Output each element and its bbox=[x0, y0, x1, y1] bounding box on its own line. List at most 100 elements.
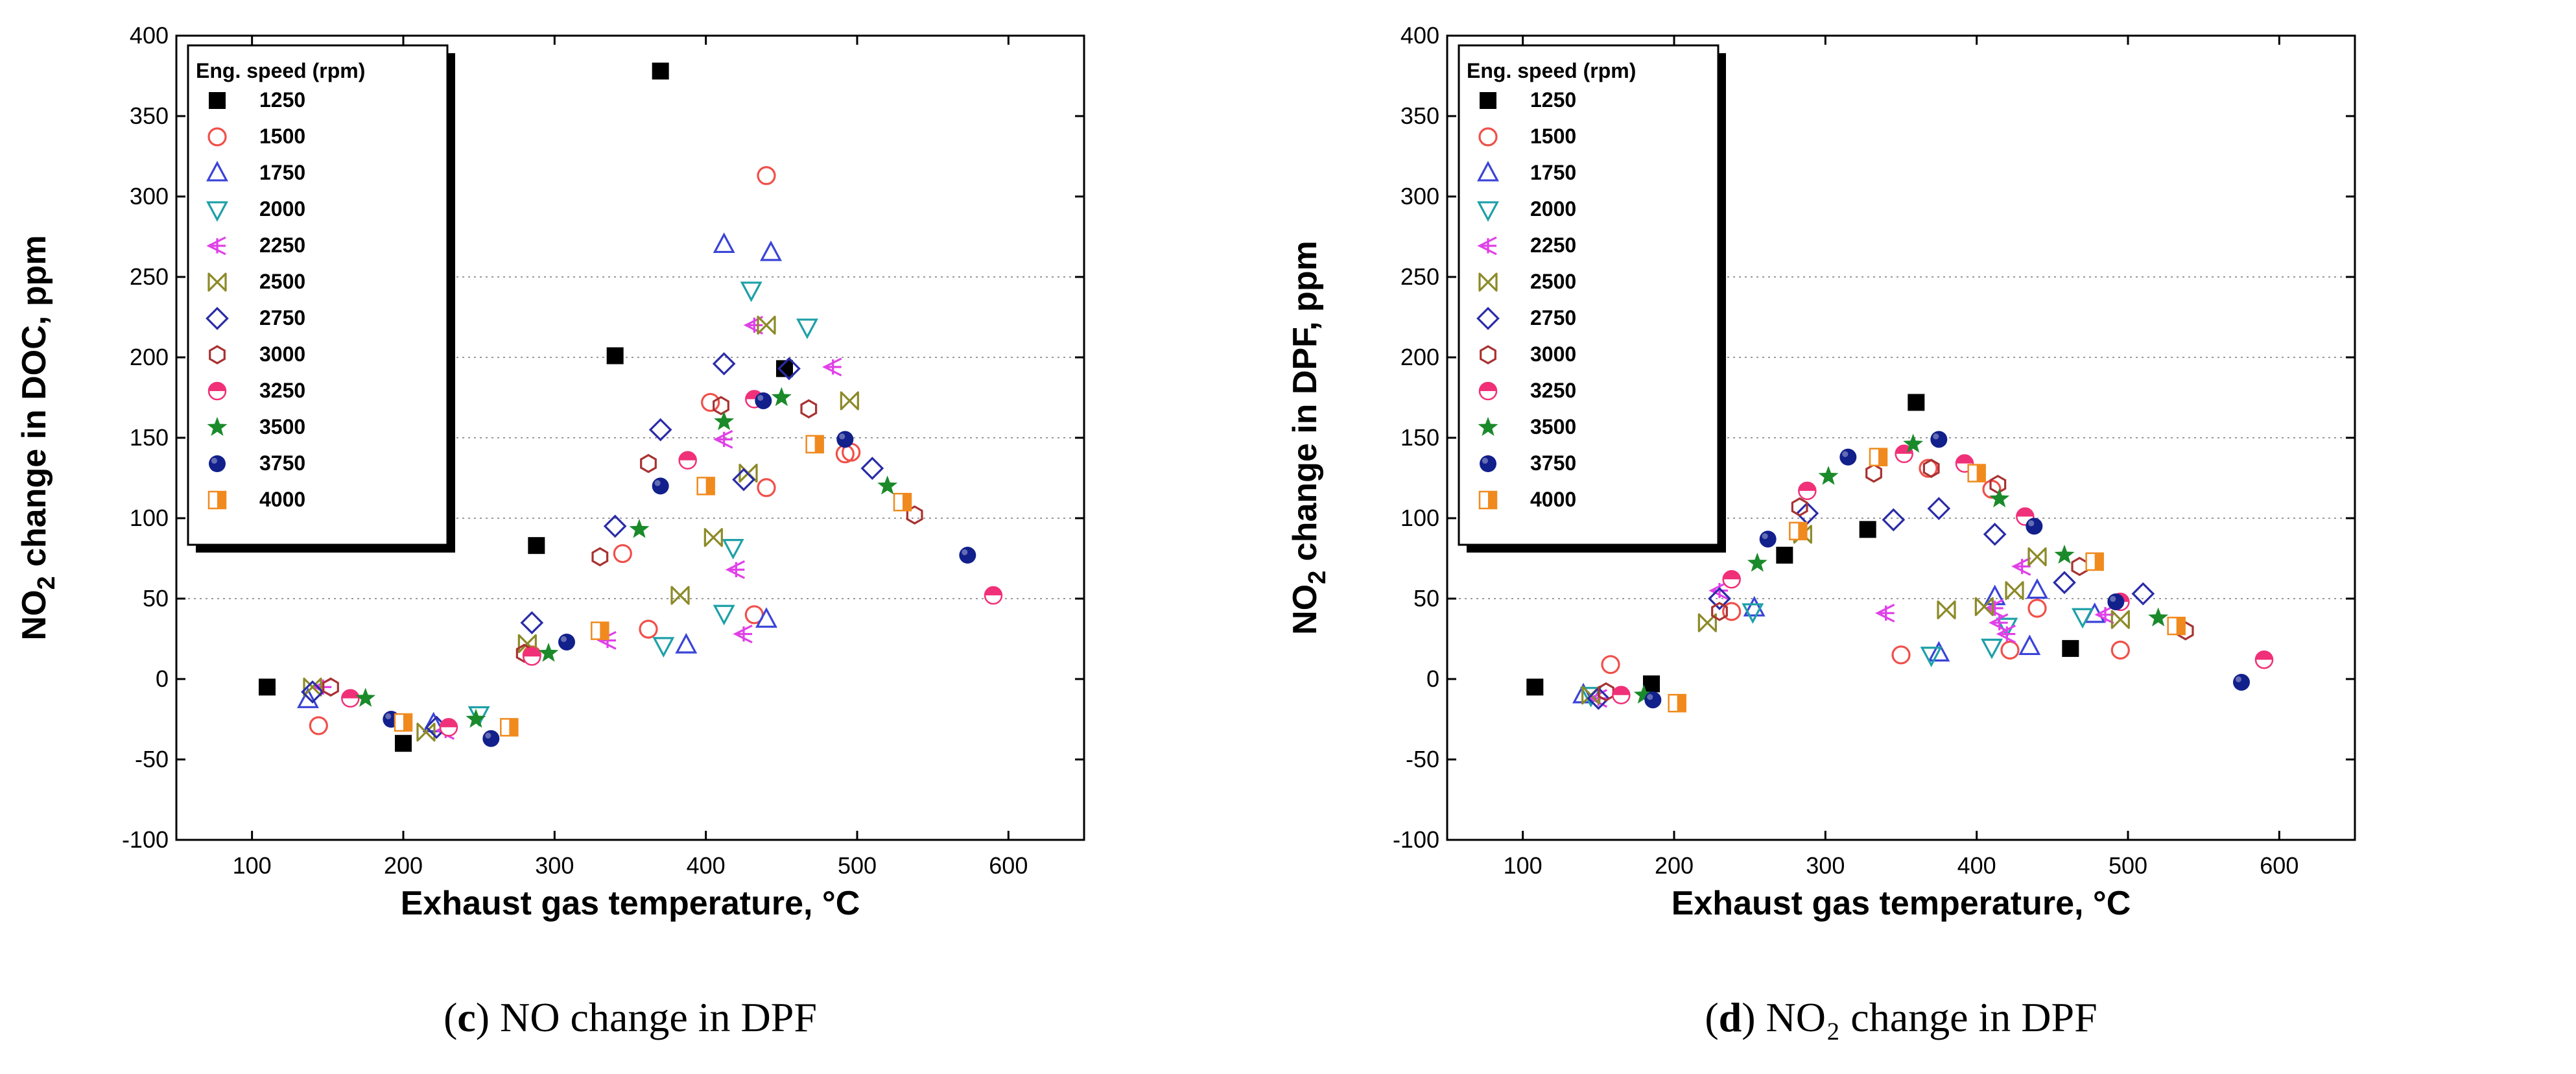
data-point-4000 bbox=[805, 435, 824, 454]
data-point-3750 bbox=[1644, 691, 1662, 709]
data-point-2500 bbox=[840, 391, 859, 411]
legend-marker-2250 bbox=[1477, 236, 1497, 256]
data-point-1500 bbox=[701, 392, 720, 412]
legend-label: 1500 bbox=[259, 125, 305, 148]
data-point-1750 bbox=[1743, 595, 1766, 617]
legend-marker-1250 bbox=[1480, 92, 1496, 109]
legend-label: 2250 bbox=[259, 233, 305, 257]
y-tick-label: 50 bbox=[1413, 585, 1439, 612]
y-axis-label-rest: change in DPF, ppm bbox=[1286, 241, 1324, 571]
legend-box bbox=[1458, 44, 1719, 546]
data-point-4000 bbox=[893, 492, 912, 512]
data-point-1750 bbox=[713, 232, 735, 254]
legend-label: 3500 bbox=[259, 415, 305, 438]
data-point-2250 bbox=[1875, 603, 1895, 623]
data-point-3500 bbox=[629, 519, 650, 538]
legend-marker-2750 bbox=[206, 307, 229, 330]
legend-marker-3000 bbox=[1480, 345, 1496, 364]
data-point-1250 bbox=[652, 62, 669, 80]
x-tick-label: 200 bbox=[1655, 852, 1694, 879]
data-point-3250 bbox=[2254, 650, 2274, 669]
legend-marker-4000 bbox=[207, 490, 227, 510]
legend-marker-3250 bbox=[207, 381, 227, 401]
x-tick-label: 300 bbox=[535, 852, 574, 879]
data-point-1750 bbox=[675, 632, 698, 654]
y-tick-label: 0 bbox=[1426, 665, 1439, 692]
y-tick-label: 250 bbox=[130, 263, 169, 290]
data-points bbox=[259, 62, 1003, 752]
data-point-2750 bbox=[2131, 582, 2155, 606]
legend-marker-2000 bbox=[206, 201, 228, 222]
axis-ticks: 100 200 300 400 500 600 -100 -50 0 50 100 150 200 250… bbox=[122, 22, 1084, 879]
data-point-3750 bbox=[959, 547, 976, 564]
data-point-2250 bbox=[1996, 625, 2016, 643]
legend-label: 2500 bbox=[259, 270, 305, 293]
data-point-4000 bbox=[591, 621, 609, 640]
y-axis-label-subscript: 2 bbox=[1304, 571, 1331, 584]
data-point-1750 bbox=[2018, 634, 2041, 656]
data-point-3000 bbox=[322, 677, 339, 697]
y-tick-label: -100 bbox=[1393, 826, 1439, 853]
data-point-2250 bbox=[1708, 581, 1729, 601]
legend-marker-2500 bbox=[1478, 272, 1498, 292]
legend-marker-2250 bbox=[206, 236, 226, 256]
y-tick-label: 300 bbox=[1400, 183, 1439, 209]
data-point-3500 bbox=[1633, 684, 1654, 704]
data-point-2500 bbox=[517, 634, 537, 654]
data-point-2250 bbox=[1989, 613, 2009, 632]
data-point-3250 bbox=[1722, 569, 1741, 589]
legend-label: 3250 bbox=[1530, 379, 1576, 402]
data-point-4000 bbox=[1967, 464, 1986, 483]
y-tick-label: 100 bbox=[1400, 505, 1439, 531]
data-point-3000 bbox=[1598, 682, 1614, 702]
caption-text: NO change in DPF bbox=[490, 994, 817, 1040]
legend: Eng. speed (rpm) 1250 1500 1750 2000 2250 250… bbox=[1458, 44, 1726, 553]
y-tick-label: 400 bbox=[130, 22, 169, 49]
data-point-3750 bbox=[2233, 673, 2250, 691]
data-point-3750 bbox=[652, 477, 669, 495]
x-axis-label: Exhaust gas temperature, °C bbox=[1672, 885, 2131, 922]
chart-panel-c: 100 200 300 400 500 600 -100 -50 0 50 100 150 200 250… bbox=[16, 22, 1085, 1040]
data-point-4000 bbox=[1668, 693, 1686, 713]
y-tick-label: 200 bbox=[1400, 344, 1439, 370]
data-point-1250 bbox=[528, 537, 545, 555]
legend-label: 2000 bbox=[1530, 197, 1576, 221]
data-point-3750 bbox=[836, 431, 854, 448]
data-point-3250 bbox=[678, 451, 697, 470]
x-tick-label: 400 bbox=[1957, 852, 1996, 879]
data-point-2000 bbox=[713, 604, 735, 626]
data-point-3500 bbox=[771, 387, 792, 407]
data-point-2250 bbox=[713, 430, 733, 449]
data-point-2750 bbox=[860, 457, 884, 480]
data-point-1250 bbox=[259, 678, 276, 696]
legend-label: 3750 bbox=[1530, 451, 1576, 475]
data-point-1500 bbox=[1891, 645, 1911, 665]
data-point-1750 bbox=[1928, 641, 1950, 662]
data-point-2000 bbox=[722, 538, 744, 560]
data-point-2250 bbox=[822, 357, 842, 377]
y-tick-label: 200 bbox=[130, 344, 169, 370]
data-point-1250 bbox=[1526, 678, 1544, 696]
data-point-1500 bbox=[757, 478, 776, 497]
legend-marker-3250 bbox=[1478, 381, 1498, 401]
data-point-3000 bbox=[640, 453, 657, 473]
data-point-2250 bbox=[725, 560, 746, 579]
data-point-2500 bbox=[670, 586, 690, 605]
legend-marker-3750 bbox=[209, 455, 226, 472]
panel-caption: (c) NO change in DPF bbox=[443, 994, 817, 1040]
data-point-3750 bbox=[558, 633, 575, 650]
caption-letter: d bbox=[1719, 994, 1742, 1040]
data-point-2750 bbox=[1983, 522, 2007, 546]
legend-label: 4000 bbox=[1530, 488, 1576, 511]
legend-title: Eng. speed (rpm) bbox=[196, 59, 365, 82]
data-point-2500 bbox=[1937, 600, 1956, 619]
data-point-2750 bbox=[520, 611, 544, 635]
data-point-2750 bbox=[1882, 508, 1906, 532]
data-point-2000 bbox=[2072, 608, 2094, 629]
data-point-3250 bbox=[1612, 686, 1631, 705]
x-tick-label: 600 bbox=[2260, 852, 2298, 879]
data-point-2500 bbox=[416, 722, 436, 742]
data-point-1750 bbox=[755, 607, 777, 628]
y-tick-label: 350 bbox=[1400, 102, 1439, 129]
